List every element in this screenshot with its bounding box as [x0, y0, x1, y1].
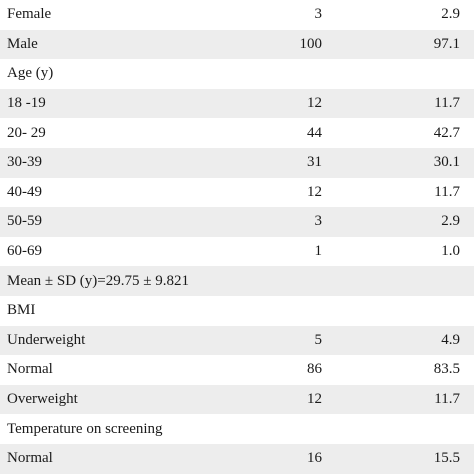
percent-cell: 11.7	[434, 183, 460, 200]
table-row: 40-49 12 11.7	[0, 177, 474, 208]
count-cell: 16	[307, 450, 322, 467]
percent-cell: 11.7	[434, 391, 460, 408]
percent-cell: 30.1	[433, 154, 460, 171]
table-row: 30-39 31 30.1	[0, 147, 474, 178]
table-row: Female 3 2.9	[0, 0, 474, 30]
table-row: Normal 86 83.5	[0, 355, 474, 385]
row-label: 40-49	[7, 183, 42, 200]
table-section-row: Mean ± SD (y)=29.75 ± 9.821	[0, 266, 474, 296]
percent-cell: 42.7	[433, 124, 460, 141]
row-label: Female	[7, 6, 52, 23]
table-row: 20- 29 44 42.7	[0, 118, 474, 148]
row-label: 50-59	[7, 213, 42, 230]
count-cell: 3	[314, 6, 323, 23]
percent-cell: 97.1	[433, 35, 460, 52]
count-cell: 1	[314, 243, 323, 260]
count-cell: 12	[307, 391, 322, 408]
count-cell: 12	[307, 95, 322, 112]
row-label: 30-39	[7, 154, 42, 171]
table-row: 50-59 3 2.9	[0, 207, 474, 237]
percent-cell: 4.9	[441, 331, 460, 348]
table-row: Underweight 5 4.9	[0, 325, 474, 356]
count-cell: 44	[307, 124, 322, 141]
percent-cell: 15.5	[433, 450, 460, 467]
count-cell: 5	[314, 331, 323, 348]
table-section-row: Temperature on screening	[0, 414, 474, 444]
count-cell: 86	[307, 361, 322, 378]
percent-cell: 2.9	[441, 213, 460, 230]
percent-cell: 11.7	[434, 95, 460, 112]
percent-cell: 2.9	[441, 6, 460, 23]
count-cell: 12	[307, 183, 322, 200]
percent-cell: 1.0	[441, 243, 460, 260]
row-label: Underweight	[7, 331, 86, 348]
row-label: 20- 29	[7, 124, 46, 141]
row-label: 18 -19	[7, 95, 46, 112]
table-section-row: BMI	[0, 295, 474, 326]
table-row: 60-69 1 1.0	[0, 236, 474, 267]
count-cell: 31	[307, 154, 322, 171]
row-label: 60-69	[7, 243, 42, 260]
row-label: Temperature on screening	[7, 420, 163, 437]
row-label: Overweight	[7, 391, 78, 408]
row-label: Normal	[7, 361, 53, 378]
count-cell: 3	[314, 213, 323, 230]
row-label: BMI	[7, 302, 36, 319]
table-section-row: Age (y)	[0, 59, 474, 89]
row-label: Mean ± SD (y)=29.75 ± 9.821	[7, 272, 189, 289]
row-label: Normal	[7, 450, 53, 467]
count-cell: 100	[299, 35, 323, 52]
percent-cell: 83.5	[433, 361, 460, 378]
table-row: Male 100 97.1	[0, 29, 474, 60]
table-row: 18 -19 12 11.7	[0, 88, 474, 119]
row-label: Age (y)	[7, 65, 54, 82]
table-row: Normal 16 15.5	[0, 443, 474, 474]
table-row: Overweight 12 11.7	[0, 384, 474, 415]
row-label: Male	[7, 35, 38, 52]
